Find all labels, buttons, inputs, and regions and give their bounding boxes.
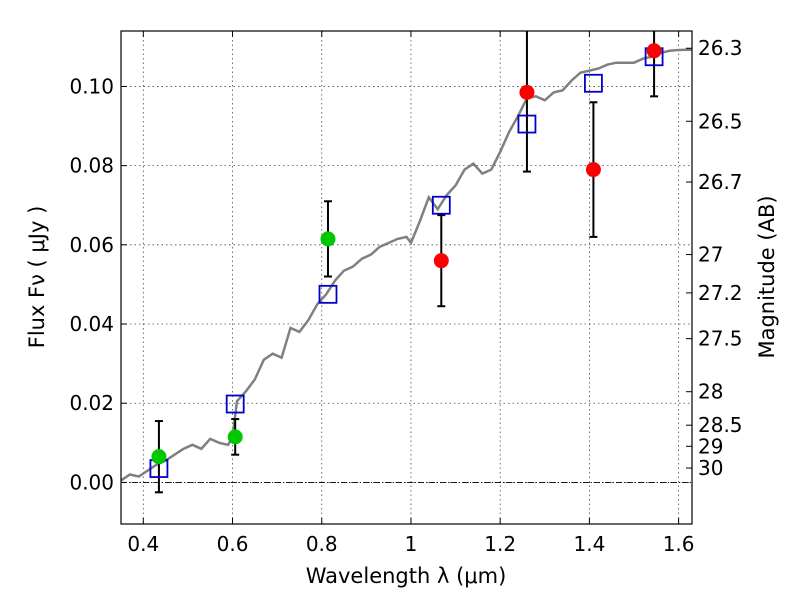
square-marker: [318, 284, 338, 304]
y-tick-label: 0.00: [69, 470, 114, 494]
circle-marker: [646, 43, 662, 59]
y-tick-label: 0.10: [69, 74, 114, 98]
plot-area: [121, 31, 692, 494]
model-sed-line: [121, 48, 692, 482]
circle-marker: [320, 231, 336, 247]
x-tick-label: 1.4: [573, 532, 605, 556]
circle-marker: [227, 429, 243, 445]
y-tick-label: 0.02: [69, 391, 114, 415]
data-markers: [149, 43, 664, 478]
square-marker: [584, 73, 603, 93]
y2-tick-label: 29: [698, 434, 723, 458]
square-marker: [517, 114, 537, 134]
x-tick-labels: 0.4 0.6 0.8 1 1.2 1.4 1.6: [127, 532, 694, 556]
y-tick-label: 0.06: [69, 233, 114, 257]
plot-frame: [120, 30, 693, 525]
y2-tick-label: 28: [698, 380, 723, 404]
axis-ticks: [121, 31, 692, 524]
y2-tick-label: 26.7: [698, 170, 743, 194]
x-tick-label: 0.6: [217, 532, 249, 556]
y2-tick-label: 27: [698, 243, 723, 267]
x-tick-label: 1: [405, 532, 418, 556]
circle-marker: [585, 162, 601, 178]
error-bars: [154, 31, 659, 494]
x-axis-label: Wavelength λ (μm): [306, 564, 507, 588]
y-tick-label: 0.08: [69, 154, 114, 178]
y2-tick-label: 26.5: [698, 109, 743, 133]
x-tick-label: 1.2: [484, 532, 516, 556]
x-tick-label: 0.8: [306, 532, 338, 556]
y-tick-labels: 0.00 0.02 0.04 0.06 0.08 0.10: [69, 74, 114, 494]
y-axis-label: Flux Fν ( μJy ): [25, 206, 49, 349]
y2-tick-label: 30: [698, 456, 723, 480]
square-marker: [225, 394, 245, 414]
x-tick-label: 1.6: [663, 532, 695, 556]
y2-tick-label: 27.2: [698, 281, 743, 305]
y2-axis-label: Magnitude (AB): [755, 195, 779, 358]
y2-tick-label: 26.3: [698, 36, 743, 60]
square-marker: [431, 195, 451, 215]
y-tick-label: 0.04: [69, 312, 114, 336]
circle-marker: [433, 253, 449, 269]
y2-tick-label: 28.5: [698, 413, 743, 437]
grid: [121, 31, 692, 524]
x-tick-label: 0.4: [127, 532, 159, 556]
circle-marker: [519, 84, 535, 100]
circle-marker: [151, 449, 167, 465]
y2-tick-label: 27.5: [698, 327, 743, 351]
